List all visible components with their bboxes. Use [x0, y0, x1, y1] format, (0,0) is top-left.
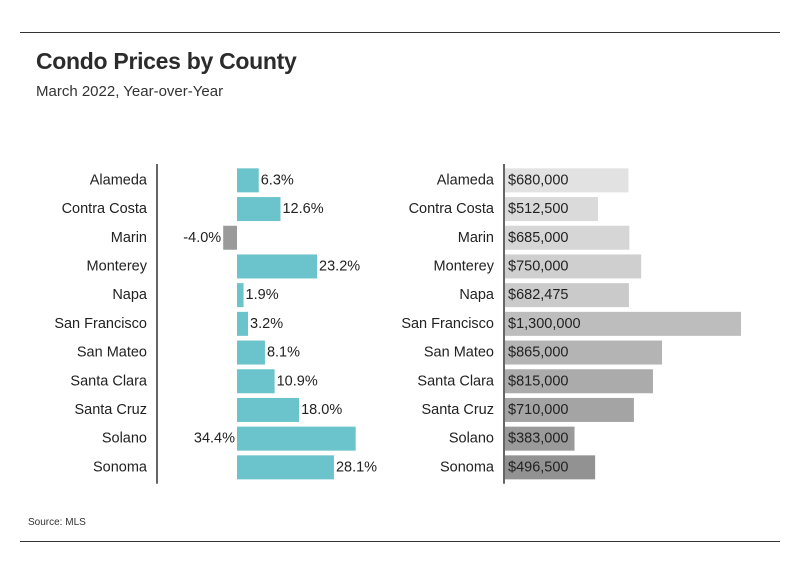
price-category-label: San Mateo: [424, 345, 494, 361]
price-bar: [505, 455, 596, 480]
pct-category-label: Sonoma: [93, 459, 148, 475]
pct-category-label: Marin: [111, 230, 147, 246]
pct-category-label: Alameda: [90, 172, 148, 188]
price-value-label: $710,000: [508, 402, 568, 418]
price-bar: [505, 225, 630, 250]
price-value-label: $680,000: [508, 172, 568, 188]
pct-bar: [237, 283, 244, 308]
pct-category-label: Santa Cruz: [74, 402, 147, 418]
price-value-label: $496,500: [508, 459, 568, 475]
pct-value-label: 28.1%: [336, 459, 377, 475]
pct-category-label: Contra Costa: [62, 201, 148, 217]
price-value-label: $685,000: [508, 230, 568, 246]
price-category-label: San Francisco: [401, 316, 494, 332]
price-value-label: $1,300,000: [508, 316, 581, 332]
chart-subtitle: March 2022, Year-over-Year: [36, 83, 224, 100]
pct-value-label: 10.9%: [277, 373, 318, 389]
pct-value-label: -4.0%: [183, 230, 221, 246]
pct-bar: [237, 369, 275, 394]
pct-value-label: 23.2%: [319, 258, 360, 274]
bottom-rule: [20, 541, 780, 542]
pct-value-label: 12.6%: [282, 201, 323, 217]
price-bar: [505, 369, 653, 394]
price-category-label: Napa: [459, 287, 495, 303]
pct-category-label: Monterey: [87, 258, 148, 274]
pct-bar: [237, 311, 249, 336]
price-category-label: Santa Clara: [417, 373, 495, 389]
price-category-label: Marin: [458, 230, 494, 246]
pct-value-label: 6.3%: [261, 172, 294, 188]
price-category-label: Alameda: [437, 172, 495, 188]
pct-bar: [237, 455, 334, 480]
price-value-label: $682,475: [508, 287, 568, 303]
pct-bar: [223, 225, 237, 250]
price-bar: [505, 340, 663, 365]
pct-category-label: Napa: [112, 287, 148, 303]
pct-value-label: 34.4%: [194, 431, 235, 447]
price-value-label: $383,000: [508, 431, 568, 447]
price-category-label: Sonoma: [440, 459, 495, 475]
pct-bar: [237, 168, 259, 193]
pct-bar: [237, 426, 356, 451]
chart-title: Condo Prices by County: [36, 48, 297, 74]
price-category-label: Santa Cruz: [421, 402, 494, 418]
pct-value-label: 8.1%: [267, 345, 300, 361]
source-note: Source: MLS: [28, 517, 86, 528]
price-bar: [505, 426, 575, 451]
pct-category-label: Solano: [102, 431, 147, 447]
pct-category-label: San Mateo: [77, 345, 147, 361]
price-bar: [505, 197, 599, 222]
pct-value-label: 1.9%: [246, 287, 279, 303]
price-bar: [505, 168, 629, 193]
pct-value-label: 18.0%: [301, 402, 342, 418]
pct-category-label: San Francisco: [54, 316, 147, 332]
pct-bar: [237, 254, 318, 279]
pct-bar: [237, 340, 265, 365]
price-bar: [505, 283, 629, 308]
top-rule: [20, 32, 780, 33]
pct-bar: [237, 197, 281, 222]
pct-category-label: Santa Clara: [70, 373, 148, 389]
price-category-label: Monterey: [434, 258, 495, 274]
price-value-label: $512,500: [508, 201, 568, 217]
price-bar: [505, 254, 642, 279]
price-bar: [505, 397, 634, 422]
price-category-label: Contra Costa: [409, 201, 495, 217]
price-value-label: $865,000: [508, 345, 568, 361]
price-value-label: $750,000: [508, 258, 568, 274]
price-value-label: $815,000: [508, 373, 568, 389]
price-category-label: Solano: [449, 431, 494, 447]
pct-bar: [237, 397, 300, 422]
price-bar: [505, 311, 741, 336]
pct-value-label: 3.2%: [250, 316, 283, 332]
